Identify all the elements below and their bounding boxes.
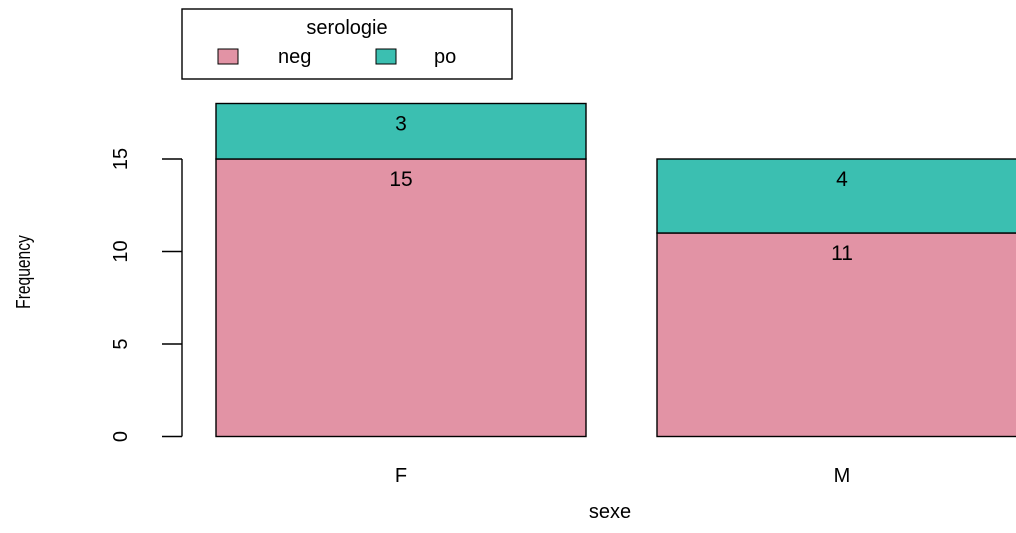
y-axis-label: Frequency <box>12 235 34 309</box>
y-tick-label-0: 0 <box>110 431 132 442</box>
bar-segment-F-po <box>215 102 587 160</box>
legend: serologie neg po <box>181 8 513 80</box>
y-tick-label-15: 15 <box>110 148 132 170</box>
bar-segment-M-po <box>656 158 1016 234</box>
x-axis-label: sexe <box>589 501 631 523</box>
legend-swatch-po <box>375 48 397 65</box>
y-axis: 0 5 10 15 <box>110 148 183 442</box>
bar-segment-M-neg <box>656 232 1016 438</box>
bars <box>215 102 1016 438</box>
y-ticks: 0 5 10 15 <box>110 148 182 442</box>
legend-label-neg: neg <box>278 46 311 68</box>
bar-segment-F-neg <box>215 158 587 438</box>
legend-label-po: po <box>434 46 456 68</box>
x-tick-label-M: M <box>834 465 851 487</box>
legend-swatch-neg <box>217 48 239 65</box>
data-label-M-po: 4 <box>836 168 848 191</box>
x-tick-label-F: F <box>395 465 407 487</box>
y-tick-label-10: 10 <box>110 240 132 262</box>
data-label-M-neg: 11 <box>831 242 853 265</box>
data-label-F-neg: 15 <box>389 168 412 191</box>
data-label-F-po: 3 <box>395 113 407 136</box>
legend-box <box>181 8 513 80</box>
data-labels: 15 3 11 4 <box>389 113 853 266</box>
legend-title: serologie <box>306 17 387 39</box>
y-tick-label-5: 5 <box>110 338 132 349</box>
